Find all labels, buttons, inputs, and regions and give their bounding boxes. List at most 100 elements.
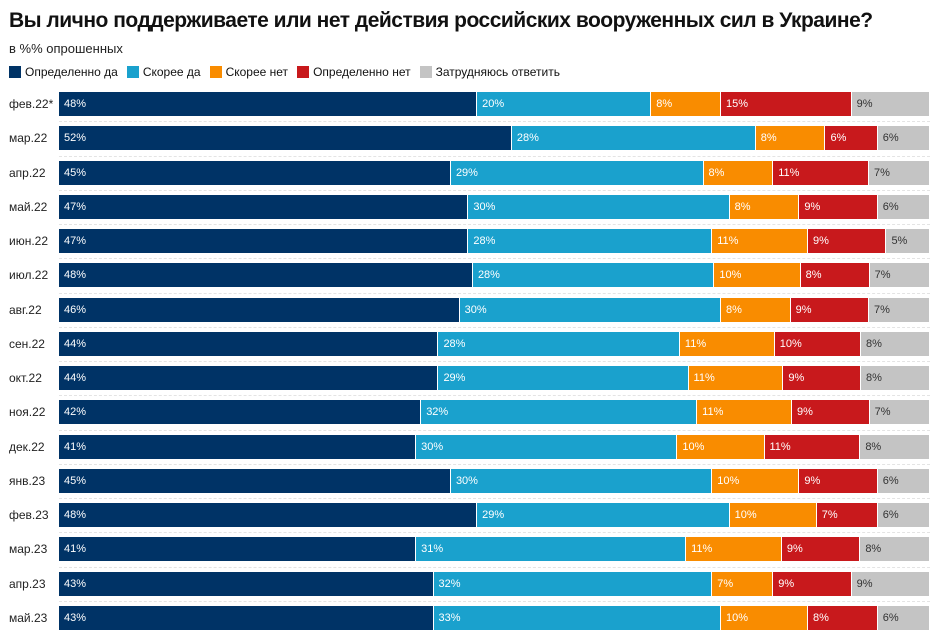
data-label: 11%	[778, 166, 800, 179]
data-label: 48%	[64, 509, 87, 521]
data-label: 8%	[865, 543, 882, 556]
bar-segment	[712, 571, 773, 596]
data-label: 15%	[725, 98, 748, 110]
bar-segment	[472, 263, 714, 288]
bar-segment	[59, 92, 477, 116]
legend-item: Определенно да	[9, 65, 118, 79]
category-label: май.23	[9, 610, 48, 625]
data-label: 8%	[866, 372, 882, 384]
bar-segment	[720, 297, 790, 322]
bar-segment	[886, 229, 929, 253]
data-label: 6%	[830, 132, 847, 145]
data-label: 43%	[64, 577, 87, 590]
bar-segment	[450, 160, 703, 185]
legend-label: Скорее да	[142, 65, 201, 79]
legend-label: Определенно да	[25, 65, 118, 79]
data-label: 28%	[443, 337, 466, 350]
bar-segment	[877, 605, 929, 630]
bar-segment	[729, 503, 816, 527]
bar-segment	[511, 126, 755, 151]
bar-segment	[816, 503, 877, 527]
bar-segment	[764, 434, 860, 459]
data-label: 7%	[717, 577, 734, 590]
data-label: 10%	[734, 509, 757, 521]
data-label: 28%	[473, 235, 496, 247]
bar-segment	[468, 194, 729, 219]
row-separator	[59, 292, 930, 294]
data-label: 8%	[725, 303, 742, 316]
data-label: 32%	[426, 406, 449, 419]
data-label: 9%	[778, 577, 795, 590]
data-label: 47%	[64, 200, 87, 213]
data-label: 7%	[874, 166, 890, 179]
bar-segment	[825, 126, 877, 151]
data-label: 48%	[64, 269, 87, 282]
data-label: 45%	[64, 166, 87, 179]
legend-swatch	[9, 66, 21, 78]
data-label: 28%	[477, 269, 500, 282]
row-separator	[59, 121, 930, 123]
data-label: 7%	[874, 269, 891, 282]
row-separator	[59, 532, 930, 534]
legend-label: Затрудняюсь ответить	[435, 65, 560, 79]
bar-segment	[59, 263, 472, 288]
bar-segment	[869, 400, 929, 425]
bar-segment	[679, 331, 774, 356]
row-separator	[59, 361, 930, 362]
category-label: дек.22	[9, 439, 45, 454]
bar-segment	[861, 331, 929, 356]
bar-segment	[416, 434, 677, 459]
bar-segment	[755, 126, 825, 151]
bar-segment	[477, 92, 651, 116]
bar-segment	[59, 468, 450, 493]
bar-segment	[438, 331, 679, 356]
data-label: 20%	[482, 98, 505, 110]
bar-segment	[416, 537, 686, 562]
category-label: июл.22	[9, 268, 49, 283]
data-label: 32%	[438, 577, 461, 590]
data-label: 8%	[734, 200, 751, 213]
bar-segment	[59, 297, 459, 322]
legend-item: Скорее да	[126, 65, 201, 79]
bar-segment	[781, 537, 860, 562]
data-label: 9%	[795, 303, 812, 316]
category-label: ноя.22	[9, 405, 46, 420]
data-label: 8%	[708, 166, 725, 179]
data-label: 11%	[717, 235, 739, 247]
bar-segment	[59, 537, 416, 562]
bar-segment	[59, 126, 511, 151]
bar-segment	[877, 468, 929, 493]
bar-segment	[714, 263, 800, 288]
category-label: фев.23	[9, 508, 49, 522]
data-label: 30%	[464, 303, 487, 316]
data-label: 45%	[64, 474, 87, 487]
legend-label: Скорее нет	[225, 65, 289, 79]
data-label: 41%	[64, 440, 87, 453]
bar-segment	[697, 400, 792, 425]
bar-segment	[877, 503, 929, 527]
category-label: фев.22*	[9, 97, 54, 111]
category-label: янв.23	[9, 473, 46, 488]
bar-segment	[450, 468, 712, 493]
category-label: апр.22	[9, 165, 46, 180]
row-separator	[59, 498, 930, 499]
bar-segment	[773, 160, 869, 185]
bar-segment	[59, 503, 477, 527]
data-label: 10%	[719, 269, 742, 282]
data-label: 6%	[882, 509, 899, 521]
bar-segment	[860, 537, 929, 562]
data-label: 7%	[874, 406, 891, 419]
data-label: 7%	[874, 303, 890, 316]
data-label: 9%	[813, 235, 829, 247]
data-label: 28%	[516, 132, 539, 145]
data-label: 9%	[804, 200, 821, 213]
data-label: 10%	[725, 611, 748, 624]
row-separator	[59, 566, 930, 568]
bar-segment	[477, 503, 729, 527]
data-label: 9%	[797, 406, 813, 419]
category-label: май.22	[9, 199, 48, 214]
data-label: 5%	[891, 235, 908, 247]
row-separator	[59, 326, 930, 328]
bar-segment	[459, 297, 720, 322]
